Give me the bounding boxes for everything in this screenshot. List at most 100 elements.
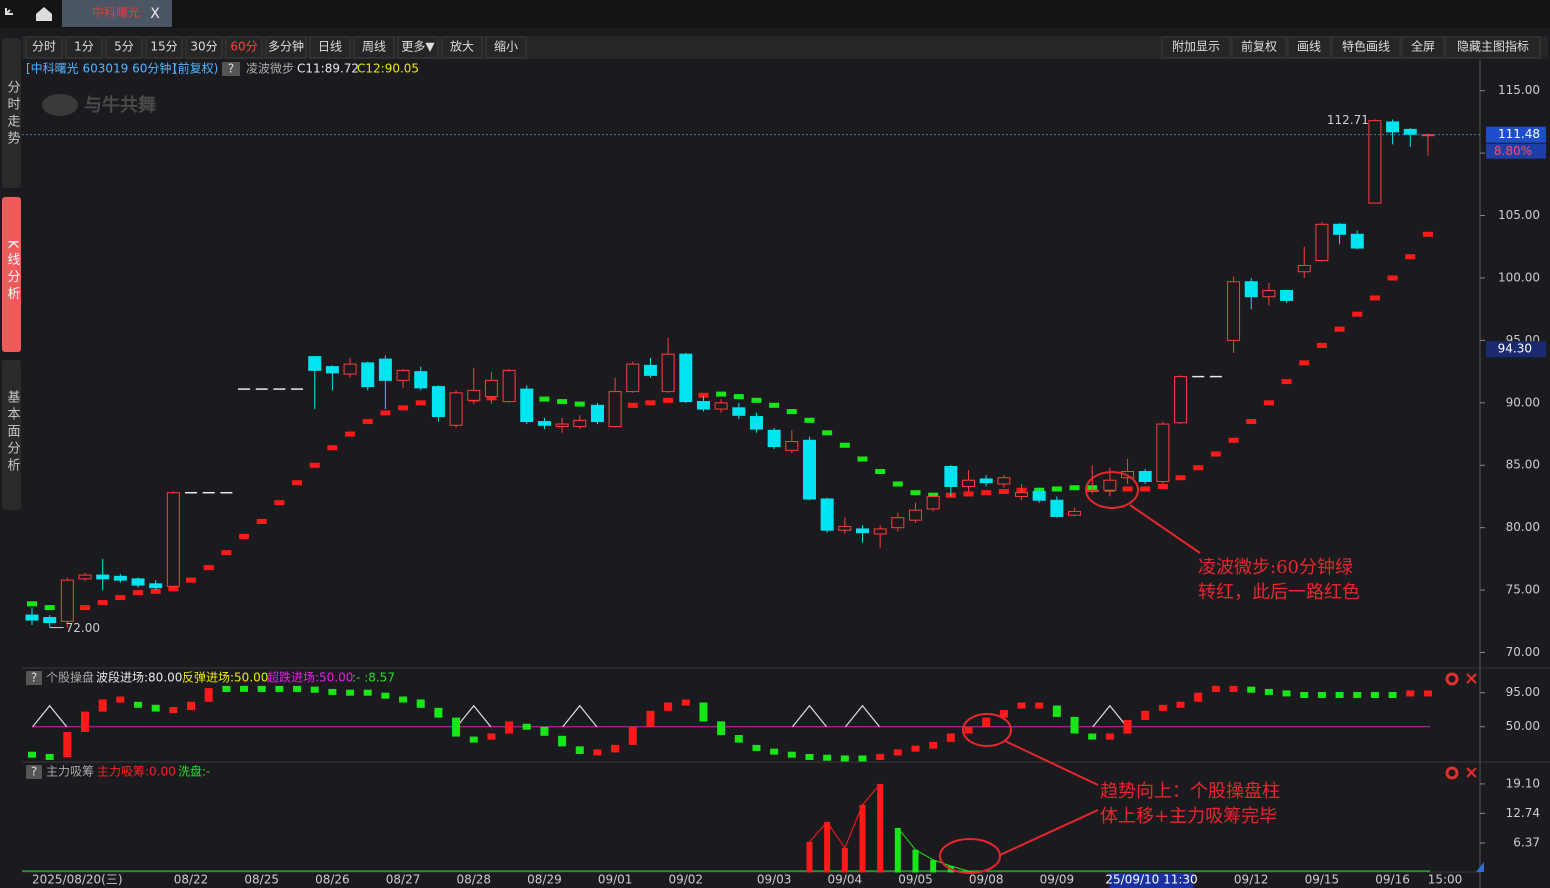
toolbar-button[interactable] [1231,36,1287,59]
toolbar-button[interactable] [265,36,307,59]
last-price-box [1486,126,1546,143]
candle-body [43,617,57,624]
signal-bar [452,717,461,737]
toolbar-button[interactable] [145,36,183,59]
home-icon[interactable] [36,7,52,21]
x-tick-label: 08/25 [244,873,279,887]
toolbar-button[interactable] [1331,36,1401,59]
toolbar-button[interactable] [1401,36,1445,59]
side-label: 基本面分析 [5,390,21,475]
tab-close[interactable]: X [150,6,160,22]
settings-icon[interactable] [1445,672,1459,686]
toolbar-button[interactable] [1445,36,1541,59]
arrow [1129,504,1201,554]
toolbar-button[interactable] [1161,36,1231,59]
toolbar-button[interactable] [25,36,63,59]
candle-body [838,525,852,531]
signal-bar [469,736,478,743]
bar [894,827,901,873]
indicator-name: 凌波微步 [246,62,294,76]
signal-dot [1316,342,1327,348]
toolbar-label: 30分 [190,40,217,54]
annotation: 趋势向上：个股操盘柱 [1100,781,1280,802]
side-tab-active[interactable] [2,197,21,352]
toolbar-button[interactable] [185,36,223,59]
help-button[interactable] [26,671,42,685]
toolbar-button[interactable] [397,36,439,59]
signal-dot [1352,311,1363,317]
signal-bar [1070,716,1079,734]
signal-bar [257,685,266,692]
signal-bar [1423,690,1432,697]
candle-body [1032,490,1046,501]
x-tick-label: 09/09 [1040,873,1075,887]
bar [806,841,813,873]
signal-dot [44,605,55,611]
workspace [0,28,1550,888]
legend-entry: C12:90.05 [357,62,419,76]
candle-body [643,364,657,376]
signal-bar [240,685,249,692]
help-button[interactable] [222,62,240,76]
x-tick-label: 08/27 [386,873,421,887]
candle-body [484,379,498,398]
legend-entry: 反弹进场:50.00 [182,671,268,685]
signal-dot [203,565,214,571]
signal-bar [1194,692,1203,702]
signal-bar [1052,705,1061,717]
close-icon[interactable] [1466,767,1477,778]
candle-body [661,353,675,393]
signal-bar [1088,733,1097,740]
adjust-label: (前复权) [173,61,218,76]
signal-bar [63,732,72,757]
candle-body [926,495,940,510]
toolbar-button[interactable] [65,36,103,59]
signal-dot [892,481,903,487]
candle-body [909,509,922,521]
last-price-label: 111.48 [1498,127,1540,141]
sidebar: 分时走势 K线分析 基本面分析 [2,38,21,510]
x-tick-label: 09/01 [598,873,633,887]
signal-bar [982,717,991,727]
signal-triangle [32,704,68,728]
back-icon[interactable] [5,8,13,15]
signal-dot [1299,360,1310,366]
toolbar-button[interactable] [353,36,395,59]
signal-bar [522,723,531,730]
toolbar-button[interactable] [1287,36,1331,59]
signal-dot [627,402,638,408]
side-tab[interactable] [2,38,21,188]
signal-dot [804,417,815,423]
signal-dot [1334,326,1345,332]
side-tab[interactable] [2,360,21,510]
candle-body [979,478,993,484]
settings-icon[interactable] [1445,766,1459,780]
y-tick-label: 95.00 [1506,685,1540,699]
tab[interactable] [62,0,172,27]
signal-bar [593,749,602,756]
candle-body [1350,233,1364,249]
y-tick-label: 75.00 [1506,583,1540,597]
close-icon[interactable] [1466,673,1477,684]
help-button[interactable] [26,765,42,779]
signal-bar [98,699,107,712]
toolbar-button[interactable] [225,36,263,59]
toolbar-button[interactable] [485,36,527,59]
signal-dot [362,419,373,425]
signal-bar [28,751,36,758]
signal-triangle [562,704,598,728]
signal-bar [328,688,337,695]
toolbar-button[interactable] [441,36,483,59]
annotation: 凌波微步:60分钟绿 [1198,557,1353,578]
x-tick-label: 08/29 [527,873,562,887]
signal-dot [27,601,37,607]
toolbar-button[interactable] [309,36,351,59]
help-label: ? [31,671,37,685]
signal-dot [380,410,391,416]
bar-trend-line [809,783,881,849]
candle-body [696,401,710,410]
toolbar-button[interactable] [105,36,143,59]
signal-dot [1051,486,1062,492]
signal-bar [840,755,849,762]
x-tick-label: 09/16 [1375,873,1410,887]
